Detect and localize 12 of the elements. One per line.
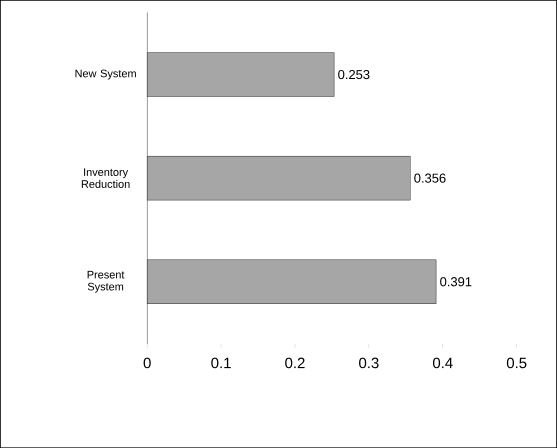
data-label: 0.391: [440, 277, 472, 286]
x-tick-label: 0.3: [359, 358, 379, 368]
data-label: 0.253: [338, 70, 370, 80]
x-tick-label: 0.4: [432, 358, 453, 368]
y-tick-label: New System: [75, 70, 136, 80]
y-tick-label: Present System: [88, 270, 124, 293]
y-tick-label: Inventory Reduction: [82, 168, 130, 188]
data-label: 0.356: [414, 173, 446, 183]
x-tick-label: 0.1: [211, 358, 231, 368]
x-tick-label: 0.2: [285, 358, 305, 368]
x-tick-label: 0: [144, 358, 151, 368]
x-tick-label: 0.5: [506, 358, 526, 368]
